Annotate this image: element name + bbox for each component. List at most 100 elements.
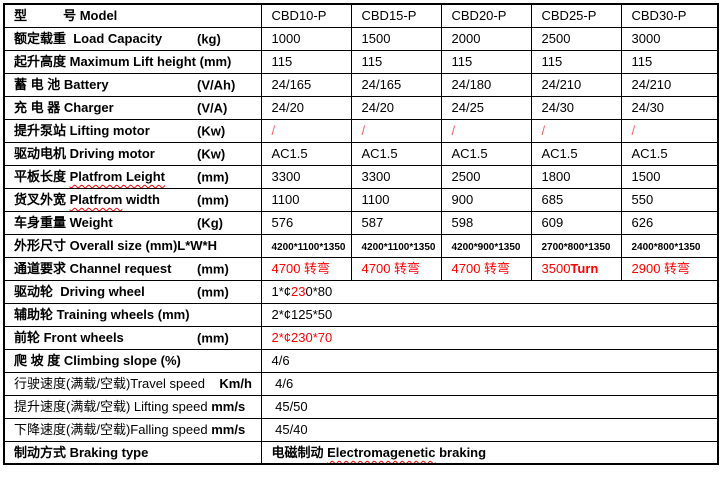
text-segment: 3500 [541,261,571,276]
spec-table: 型 号 Model CBD10-P CBD15-P CBD20-P CBD25-P CBD… [3,3,719,465]
cell-platform-width-5: 550 [620,187,719,212]
text-segment: Turn [570,261,599,276]
row-label-model: 型 号 Model [3,3,262,28]
text-segment: mm/s [211,422,246,437]
row-unit-load-capacity: (kg) [197,31,221,46]
spec-table-body: 型 号 Model CBD10-P CBD15-P CBD20-P CBD25-P CBD… [3,3,719,465]
cell-load-capacity-4: 2500 [530,26,622,51]
text-segment: 3000 [631,31,661,46]
text-segment: 115 [541,54,563,69]
text-segment: 前轮 Front wheels [14,330,124,345]
text-segment: / [631,123,636,138]
text-segment: / [271,123,276,138]
row-label-front-wheels: 前轮 Front wheels (mm) [3,325,262,350]
cell-platform-width-2: 1100 [350,187,442,212]
table-row-overall-size: 外形尺寸 Overall size (mm)L*W*H 4200*1100*135… [3,233,719,258]
cell-load-capacity-5: 3000 [620,26,719,51]
cell-lifting-speed-1: 45/50 [260,394,719,419]
text-segment: 3300 [361,169,391,184]
text-segment: 24/165 [361,77,402,92]
row-label-overall-size: 外形尺寸 Overall size (mm)L*W*H [3,233,262,258]
cell-platform-width-4: 685 [530,187,622,212]
cell-lifting-motor-5: / [620,118,719,143]
cell-load-capacity-3: 2000 [440,26,532,51]
cell-lifting-motor-1: / [260,118,352,143]
text-segment: 24/180 [451,77,492,92]
cell-model-3: CBD20-P [440,3,532,28]
table-row-driving-wheel: 驱动轮 Driving wheel (mm) 1*¢230*80 [3,279,719,304]
text-segment: 2400*800*1350 [631,241,701,253]
cell-load-capacity-2: 1500 [350,26,442,51]
row-label-channel-request: 通道要求 Channel request (mm) [3,256,262,281]
text-segment: 24/20 [271,100,305,115]
cell-overall-size-4: 2700*800*1350 [530,233,622,258]
cell-lifting-motor-4: / [530,118,622,143]
text-segment: 45/50 [271,399,308,414]
cell-platform-length-3: 2500 [440,164,532,189]
cell-braking-type-1: 电磁制动 Electromagenetic braking [260,440,719,465]
cell-lifting-motor-2: / [350,118,442,143]
row-label-platform-length: 平板长度 Platfrom Leight (mm) [3,164,262,189]
cell-charger-1: 24/20 [260,95,352,120]
text-segment: 2*¢230*70 [271,330,333,345]
text-segment: 4700 转弯 [361,261,421,276]
row-unit-front-wheels: (mm) [197,330,229,345]
row-unit-driving-motor: (Kw) [197,146,226,161]
cell-platform-length-5: 1500 [620,164,719,189]
cell-driving-motor-2: AC1.5 [350,141,442,166]
text-segment: 通道要求 Channel request [14,261,172,276]
text-segment: 型 号 Model [14,8,118,24]
cell-lift-height-5: 115 [620,49,719,74]
text-segment: 1500 [631,169,661,184]
table-row-lifting-motor: 提升泵站 Lifting motor (Kw) / / / / / [3,118,719,143]
cell-lift-height-3: 115 [440,49,532,74]
table-row-charger: 充 电 器 Charger (V/A) 24/20 24/20 24/25 24/30 24… [3,95,719,120]
text-segment: 0*80 [305,284,333,299]
row-label-lift-height: 起升高度 Maximum Lift height (mm) [3,49,262,74]
table-row-training-wheels: 辅助轮 Training wheels (mm) 2*¢125*50 [3,302,719,327]
text-segment: 24/20 [361,100,395,115]
row-label-load-capacity: 额定载重 Load Capacity (kg) [3,26,262,51]
table-row-driving-motor: 驱动电机 Driving motor (Kw) AC1.5 AC1.5 AC1.5 AC1… [3,141,719,166]
row-label-travel-speed: 行驶速度(满载/空载)Travel speed Km/h [3,371,262,396]
text-segment: 提升泵站 Lifting motor [14,123,150,138]
text-segment: 1000 [271,31,301,46]
cell-driving-motor-3: AC1.5 [440,141,532,166]
table-row-travel-speed: 行驶速度(满载/空载)Travel speed Km/h 4/6 [3,371,719,396]
table-row-battery: 蓄 电 池 Battery (V/Ah) 24/165 24/165 24/180 24/… [3,72,719,97]
cell-model-4: CBD25-P [530,3,622,28]
text-segment: width [122,192,160,207]
text-segment: 制动方式 Braking type [14,444,149,460]
row-unit-charger: (V/A) [197,100,228,115]
cell-channel-request-5: 2900 转弯 [620,256,719,281]
text-segment: 24/210 [541,77,582,92]
text-segment: 24/210 [631,77,672,92]
row-unit-battery: (V/Ah) [197,77,236,92]
text-segment: 24/25 [451,100,485,115]
cell-front-wheels-1: 2*¢230*70 [260,325,719,350]
text-segment: 爬 坡 度 Climbing slope (%) [14,353,181,368]
cell-weight-3: 598 [440,210,532,235]
text-segment: 2500 [451,169,481,184]
cell-model-2: CBD15-P [350,3,442,28]
cell-travel-speed-1: 4/6 [260,371,719,396]
cell-driving-motor-1: AC1.5 [260,141,352,166]
text-segment: 1800 [541,169,571,184]
text-segment: 609 [541,215,564,230]
text-segment: 2*¢125*50 [271,307,333,322]
cell-charger-3: 24/25 [440,95,532,120]
text-segment: 115 [361,54,383,69]
text-segment: 24/165 [271,77,312,92]
text-segment: 4200*900*1350 [451,241,521,253]
row-label-lifting-speed: 提升速度(满载/空载) Lifting speed mm/s [3,394,262,419]
text-segment: 辅助轮 Training wheels (mm) [14,307,190,322]
row-label-platform-width: 货叉外宽 Platfrom width (mm) [3,187,262,212]
cell-platform-width-3: 900 [440,187,532,212]
cell-weight-4: 609 [530,210,622,235]
table-row-channel-request: 通道要求 Channel request (mm) 4700 转弯 4700 转弯 47… [3,256,719,281]
cell-training-wheels-1: 2*¢125*50 [260,302,719,327]
table-row-climbing-slope: 爬 坡 度 Climbing slope (%) 4/6 [3,348,719,373]
cell-platform-length-4: 1800 [530,164,622,189]
text-segment: AC1.5 [541,146,578,161]
cell-battery-1: 24/165 [260,72,352,97]
